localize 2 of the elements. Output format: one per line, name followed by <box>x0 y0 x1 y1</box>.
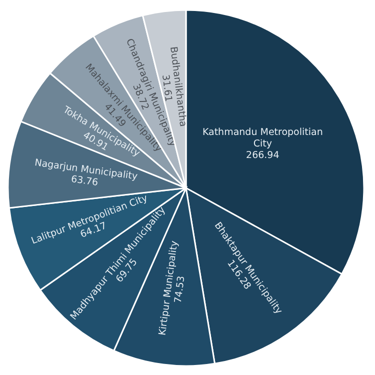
data-label: 266.94 <box>246 150 280 161</box>
slice-label: Kathmandu Metropolitian City <box>202 127 323 150</box>
